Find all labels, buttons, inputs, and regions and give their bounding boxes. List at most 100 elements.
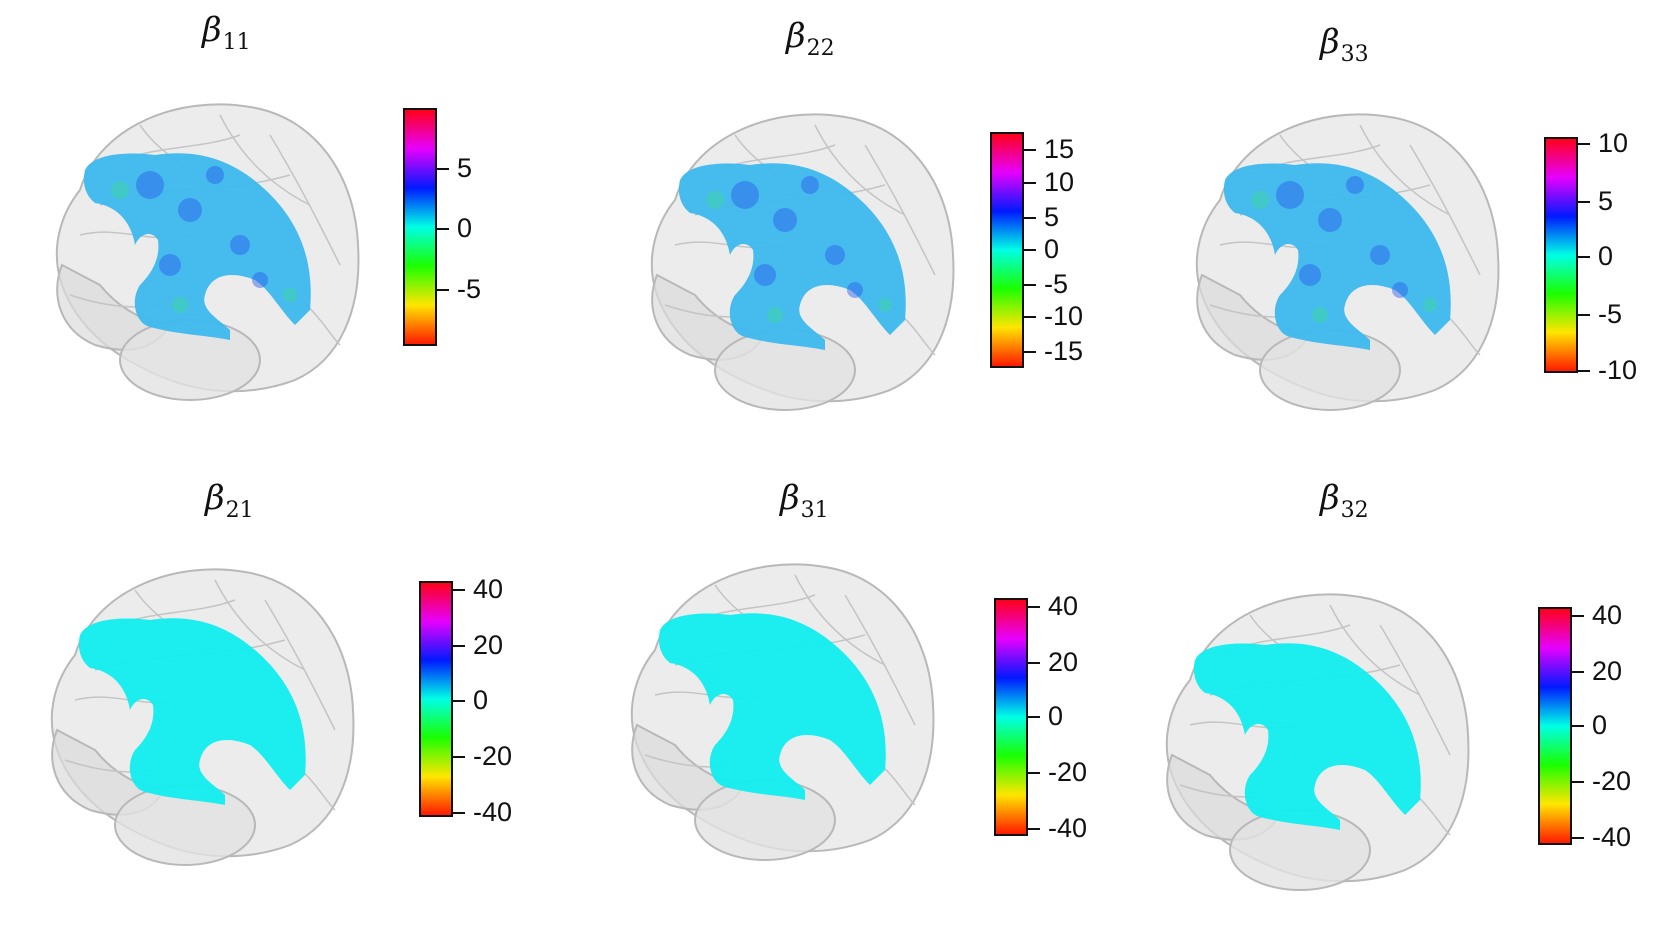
tick-mark: [1570, 671, 1584, 674]
highlighted-region: [658, 613, 886, 800]
tick-mark: [1576, 200, 1590, 203]
tick-mark: [1570, 725, 1584, 727]
brain-render: [1195, 113, 1500, 411]
region-hotspot: [206, 166, 224, 184]
region-hotspot: [731, 181, 759, 209]
tick-label: 5: [1598, 185, 1614, 216]
title-symbol: β: [202, 10, 222, 50]
region-hotspot: [773, 208, 797, 232]
title-symbol: β: [780, 478, 800, 518]
region-hotspot: [136, 171, 164, 199]
region-hotspot: [1312, 307, 1328, 323]
tick-mark: [1570, 837, 1584, 840]
region-hotspot: [1346, 176, 1364, 194]
tick-label: 20: [1592, 656, 1623, 687]
color-gradient: [419, 581, 453, 817]
tick-mark: [1576, 370, 1590, 372]
panel-title: β33: [1320, 22, 1369, 67]
brain-group: [1195, 113, 1500, 411]
tick-mark: [1026, 662, 1040, 665]
panel-beta-22: β22 15 10 5 0 -5 -10 -15: [560, 0, 1120, 460]
title-subscript: 32: [1340, 498, 1369, 523]
gyrus-line: [219, 114, 311, 206]
color-gradient: [1538, 607, 1572, 845]
region-hotspot: [767, 307, 783, 323]
tick-label: 5: [1044, 201, 1060, 232]
tick-mark: [1022, 351, 1036, 354]
region-hotspot: [1423, 298, 1437, 312]
brain-group: [1165, 593, 1470, 891]
panel-title: β32: [1320, 478, 1369, 523]
color-gradient: [1544, 137, 1578, 373]
color-bar: 5 0 -5: [403, 108, 533, 350]
region-hotspot: [283, 288, 297, 302]
tick-mark: [1026, 716, 1040, 718]
tick-label: -10: [1598, 355, 1638, 385]
tick-mark: [1022, 249, 1036, 251]
highlighted-region: [678, 163, 906, 350]
brain-render: [650, 113, 955, 411]
region-hotspot: [1392, 282, 1408, 298]
tick-mark: [1022, 216, 1036, 219]
tick-label: -5: [457, 274, 482, 305]
panel-title: β21: [205, 478, 254, 523]
tick-label: -5: [1044, 268, 1069, 299]
tick-label: -40: [473, 796, 513, 827]
region-hotspot: [159, 254, 181, 276]
gyrus-line: [794, 574, 886, 666]
region-hotspot: [230, 235, 250, 255]
highlighted-region: [78, 618, 306, 805]
brain-render: [50, 568, 355, 866]
tick-label: -20: [1048, 757, 1088, 788]
tick-label: 20: [473, 629, 504, 660]
tick-label: 0: [457, 213, 473, 244]
tick-mark: [1576, 142, 1590, 145]
tick-label: 0: [1592, 710, 1608, 740]
gyrus-line: [814, 124, 906, 216]
title-symbol: β: [1320, 22, 1340, 62]
tick-label: 0: [473, 685, 489, 716]
tick-label: 0: [1044, 234, 1060, 264]
title-symbol: β: [205, 478, 225, 518]
panel-title: β31: [780, 478, 829, 523]
region-hotspot: [252, 272, 268, 288]
region-hotspot: [1318, 208, 1342, 232]
brain-render: [630, 563, 935, 861]
highlighted-region: [83, 153, 311, 340]
tick-label: 40: [473, 573, 504, 604]
title-subscript: 22: [806, 36, 835, 61]
gyrus-line: [1329, 604, 1421, 696]
region-hotspot: [706, 191, 724, 209]
title-subscript: 11: [222, 30, 251, 55]
panel-beta-31: β31 40 20 0 -20 -40: [560, 460, 1120, 943]
region-hotspot: [847, 282, 863, 298]
title-subscript: 31: [800, 498, 829, 523]
brain-render: [1165, 593, 1470, 891]
brain-group: [630, 563, 935, 861]
region-hotspot: [825, 245, 845, 265]
tick-mark: [1570, 781, 1584, 784]
tick-mark: [451, 644, 465, 647]
tick-label: 0: [1048, 701, 1064, 731]
gyrus-line: [214, 579, 306, 671]
region-hotspot: [878, 298, 892, 312]
panel-beta-11: β11 5 0 -5: [0, 0, 560, 460]
tick-mark: [1022, 283, 1036, 286]
tick-mark: [451, 588, 465, 591]
color-bar: 15 10 5 0 -5 -10 -15: [990, 132, 1120, 372]
tick-label: 10: [1598, 127, 1629, 158]
tick-mark: [435, 289, 449, 292]
tick-mark: [1022, 316, 1036, 319]
title-subscript: 21: [225, 498, 254, 523]
title-subscript: 33: [1340, 42, 1369, 67]
brain-group: [55, 103, 360, 401]
tick-mark: [1026, 828, 1040, 831]
tick-label: -5: [1598, 299, 1623, 330]
brain-group: [650, 113, 955, 411]
tick-mark: [1026, 606, 1040, 609]
panel-beta-33: β33 10 5 0 -5 -10: [1120, 0, 1674, 460]
color-bar: 40 20 0 -20 -40: [1538, 600, 1668, 852]
tick-label: -15: [1044, 336, 1084, 367]
color-bar: 40 20 0 -20 -40: [419, 574, 549, 827]
panel-title: β11: [202, 10, 251, 55]
